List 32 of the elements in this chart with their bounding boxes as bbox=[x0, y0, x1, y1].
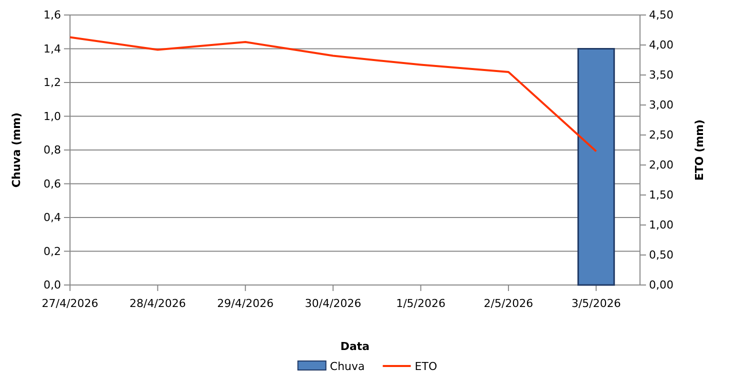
y2-tick-label: 3,00 bbox=[649, 98, 674, 112]
y-tick-label: 0,8 bbox=[44, 144, 61, 157]
y-tick-label: 1,0 bbox=[44, 110, 61, 123]
y-tick-label: 0,4 bbox=[44, 211, 61, 224]
legend-label: Chuva bbox=[330, 360, 365, 373]
y-tick-label: 0,2 bbox=[44, 244, 61, 258]
y-tick-label: 1,4 bbox=[44, 42, 61, 56]
y2-tick-label: 0,50 bbox=[649, 248, 674, 262]
y-tick-label: 0,0 bbox=[44, 278, 61, 292]
x-axis-title: Data bbox=[340, 340, 370, 353]
y2-tick-label: 4,50 bbox=[649, 8, 674, 22]
y2-tick-label: 3,50 bbox=[649, 68, 674, 82]
x-tick-label: 28/4/2026 bbox=[129, 297, 186, 310]
y2-tick-label: 1,50 bbox=[649, 188, 674, 202]
x-tick-label: 2/5/2026 bbox=[484, 297, 534, 310]
y-tick-label: 1,2 bbox=[44, 76, 61, 90]
y2-tick-label: 1,00 bbox=[649, 218, 674, 232]
y-axis-title: Chuva (mm) bbox=[10, 112, 23, 188]
y-tick-label: 0,6 bbox=[44, 177, 61, 190]
y2-tick-label: 2,50 bbox=[649, 128, 674, 142]
x-tick-label: 27/4/2026 bbox=[42, 297, 98, 310]
x-tick-label: 29/4/2026 bbox=[217, 297, 274, 310]
x-tick-label: 30/4/2026 bbox=[304, 297, 362, 310]
y-tick-label: 1,6 bbox=[44, 8, 61, 22]
y2-tick-label: 0,00 bbox=[649, 278, 674, 292]
y2-tick-label: 2,00 bbox=[649, 158, 674, 172]
x-tick-label: 3/5/2026 bbox=[571, 297, 621, 310]
y2-axis-title: ETO (mm) bbox=[693, 119, 706, 181]
x-tick-label: 1/5/2026 bbox=[396, 297, 446, 310]
legend-label: ETO bbox=[414, 360, 438, 373]
line-series bbox=[69, 36, 598, 152]
y2-tick-label: 4,00 bbox=[649, 38, 674, 52]
